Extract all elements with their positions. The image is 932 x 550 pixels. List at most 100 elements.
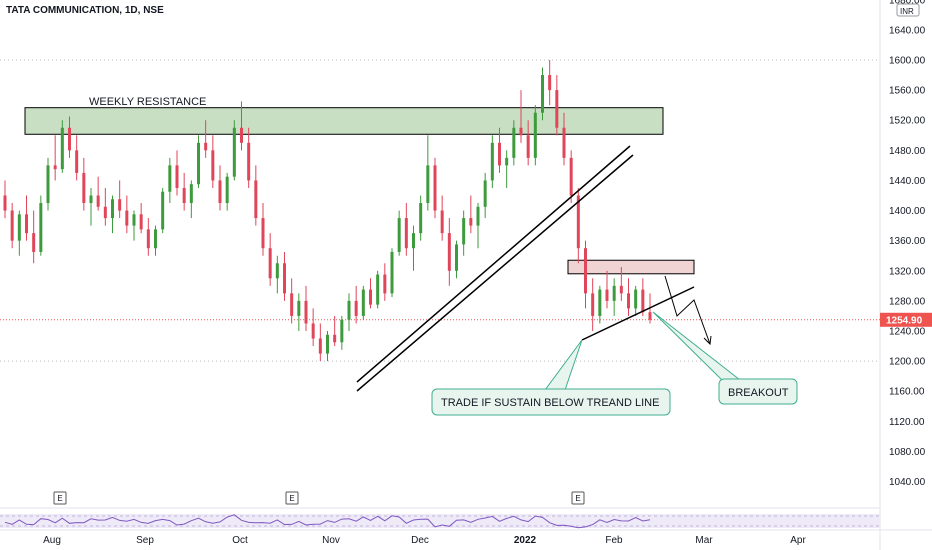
candle-body bbox=[512, 127, 516, 158]
candle-body bbox=[247, 142, 251, 181]
candle-body bbox=[225, 176, 229, 204]
candle-body bbox=[68, 127, 71, 151]
drawings-layer bbox=[356, 145, 742, 392]
callout-trade-pointer bbox=[544, 339, 583, 391]
candle-body bbox=[404, 218, 408, 249]
projection-path bbox=[664, 275, 711, 345]
y-tick-label: 1160.00 bbox=[889, 387, 925, 398]
zones-layer bbox=[24, 107, 695, 275]
grid-layer bbox=[0, 59, 880, 362]
candle-body bbox=[548, 75, 552, 91]
candle-body bbox=[397, 218, 401, 252]
currency-label: INR bbox=[900, 7, 914, 16]
price-axis-bg bbox=[880, 0, 932, 550]
y-tick-label: 1520.00 bbox=[889, 116, 926, 127]
candle-body bbox=[598, 289, 602, 316]
candle-body bbox=[347, 300, 351, 320]
y-tick-label: 1400.00 bbox=[889, 206, 926, 217]
x-tick-label: Dec bbox=[411, 535, 429, 546]
x-tick-label: Aug bbox=[43, 535, 61, 546]
candle-body bbox=[111, 199, 114, 219]
candle-body bbox=[96, 195, 100, 207]
candle-body bbox=[125, 210, 129, 226]
candle-body bbox=[498, 142, 501, 166]
candle-body bbox=[3, 195, 7, 211]
candle-body bbox=[440, 210, 444, 234]
earnings-label: E bbox=[289, 494, 294, 503]
currency-box[interactable] bbox=[896, 3, 920, 17]
candle-body bbox=[103, 206, 107, 219]
candle-body bbox=[161, 191, 165, 230]
candle-body bbox=[82, 172, 86, 204]
candle-body bbox=[627, 293, 630, 309]
x-tick-label: Oct bbox=[232, 535, 248, 546]
candle-body bbox=[447, 233, 451, 271]
candle-body bbox=[290, 293, 294, 316]
rsi-line bbox=[4, 514, 651, 529]
candle-body bbox=[46, 165, 50, 204]
candle-body bbox=[132, 214, 136, 226]
candle-body bbox=[555, 90, 559, 128]
candle-body bbox=[433, 165, 437, 211]
candle-body bbox=[53, 165, 57, 170]
y-tick-label: 1040.00 bbox=[889, 477, 926, 488]
candle-body bbox=[412, 233, 415, 249]
chart-title: TATA COMMUNICATION, 1D, NSE bbox=[6, 5, 164, 16]
earnings-icon bbox=[571, 491, 585, 505]
candle-body bbox=[476, 206, 480, 226]
y-tick-label: 1240.00 bbox=[889, 327, 926, 338]
candle-body bbox=[383, 274, 387, 294]
candle-body bbox=[483, 180, 487, 207]
candle-body bbox=[304, 300, 308, 324]
projection-arrowhead bbox=[703, 335, 712, 346]
candle-body bbox=[519, 127, 523, 136]
rsi-band bbox=[0, 514, 880, 528]
candle-body bbox=[89, 195, 93, 204]
weekly-resistance-zone bbox=[24, 107, 664, 135]
candle-body bbox=[232, 127, 236, 177]
y-tick-label: 1080.00 bbox=[889, 447, 926, 458]
candle-body bbox=[204, 142, 208, 151]
callout-breakout-pointer bbox=[652, 311, 742, 381]
candle-body bbox=[75, 150, 79, 173]
y-tick-label: 1280.00 bbox=[889, 296, 926, 307]
callout-breakout[interactable]: BREAKOUT bbox=[718, 378, 798, 405]
candle-body bbox=[390, 251, 394, 294]
candle-body bbox=[419, 203, 423, 234]
candle-body bbox=[261, 218, 265, 249]
candle-body bbox=[32, 233, 36, 252]
x-tick-label: Nov bbox=[322, 535, 340, 546]
candle-body bbox=[118, 199, 122, 211]
candle-body bbox=[326, 334, 329, 354]
candle-body bbox=[218, 180, 222, 204]
candles-layer bbox=[3, 60, 652, 362]
earnings-label: E bbox=[57, 494, 62, 503]
candle-body bbox=[354, 300, 358, 316]
callout-trade[interactable]: TRADE IF SUSTAIN BELOW TREAND LINE bbox=[431, 388, 671, 416]
candle-body bbox=[39, 203, 43, 252]
candle-body bbox=[526, 135, 530, 158]
candle-body bbox=[584, 248, 587, 294]
candle-body bbox=[211, 150, 215, 181]
support-trendline bbox=[581, 286, 695, 341]
y-tick-label: 1440.00 bbox=[889, 176, 926, 187]
candle-body bbox=[25, 214, 28, 234]
y-axis: 1680.00 1640.00 1600.00 1560.00 1520.00 1480.… bbox=[889, 0, 926, 488]
candle-body bbox=[333, 334, 337, 343]
candle-body bbox=[426, 165, 430, 204]
candle-body bbox=[139, 214, 143, 230]
candle-body bbox=[268, 248, 272, 279]
y-tick-label: 1560.00 bbox=[889, 86, 926, 97]
last-price-badge bbox=[880, 312, 932, 327]
candle-body bbox=[605, 289, 609, 301]
y-tick-label: 1200.00 bbox=[889, 357, 926, 368]
earnings-icon bbox=[285, 491, 299, 505]
channel-line-lower bbox=[356, 154, 634, 392]
candle-body bbox=[533, 112, 537, 158]
candle-body bbox=[275, 263, 279, 279]
candle-body bbox=[189, 184, 193, 204]
candle-body bbox=[541, 75, 544, 113]
